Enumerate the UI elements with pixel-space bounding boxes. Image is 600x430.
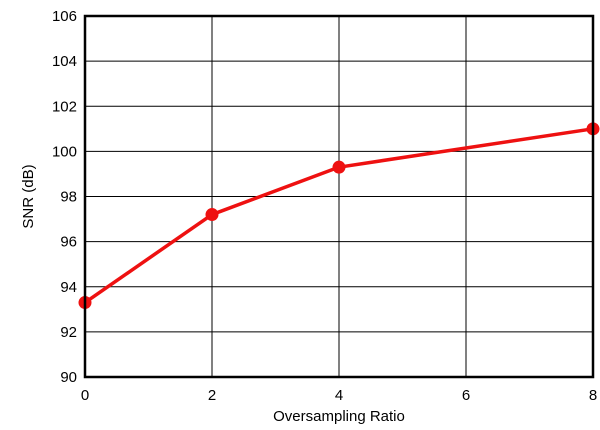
- y-tick-label-0: 90: [60, 369, 77, 386]
- x-axis-label: Oversampling Ratio: [273, 408, 405, 425]
- series-line-0: [83, 127, 595, 305]
- data-point-1: [205, 208, 219, 222]
- y-tick-label-6: 102: [52, 98, 77, 115]
- x-tick-label-2: 4: [335, 387, 343, 404]
- grid: [84, 15, 594, 378]
- y-axis-label: SNR (dB): [20, 164, 37, 228]
- y-tick-label-4: 98: [60, 189, 77, 206]
- y-tick-label-1: 92: [60, 324, 77, 341]
- plot-frame: [83, 14, 595, 379]
- y-tick-label-5: 100: [52, 143, 77, 160]
- y-tick-label-3: 96: [60, 234, 77, 251]
- y-tick-label-7: 104: [52, 53, 77, 70]
- x-tick-label-1: 2: [208, 387, 216, 404]
- y-tick-label-8: 106: [52, 8, 77, 25]
- x-tick-label-3: 6: [462, 387, 470, 404]
- x-tick-labels: 0 2 4 6 8: [81, 387, 597, 404]
- x-tick-label-4: 8: [589, 387, 597, 404]
- y-tick-label-2: 94: [60, 279, 77, 296]
- y-tick-labels: 90 92 94 96 98 100 102 104 106: [52, 8, 77, 386]
- data-point-2: [332, 160, 346, 174]
- x-tick-label-0: 0: [81, 387, 89, 404]
